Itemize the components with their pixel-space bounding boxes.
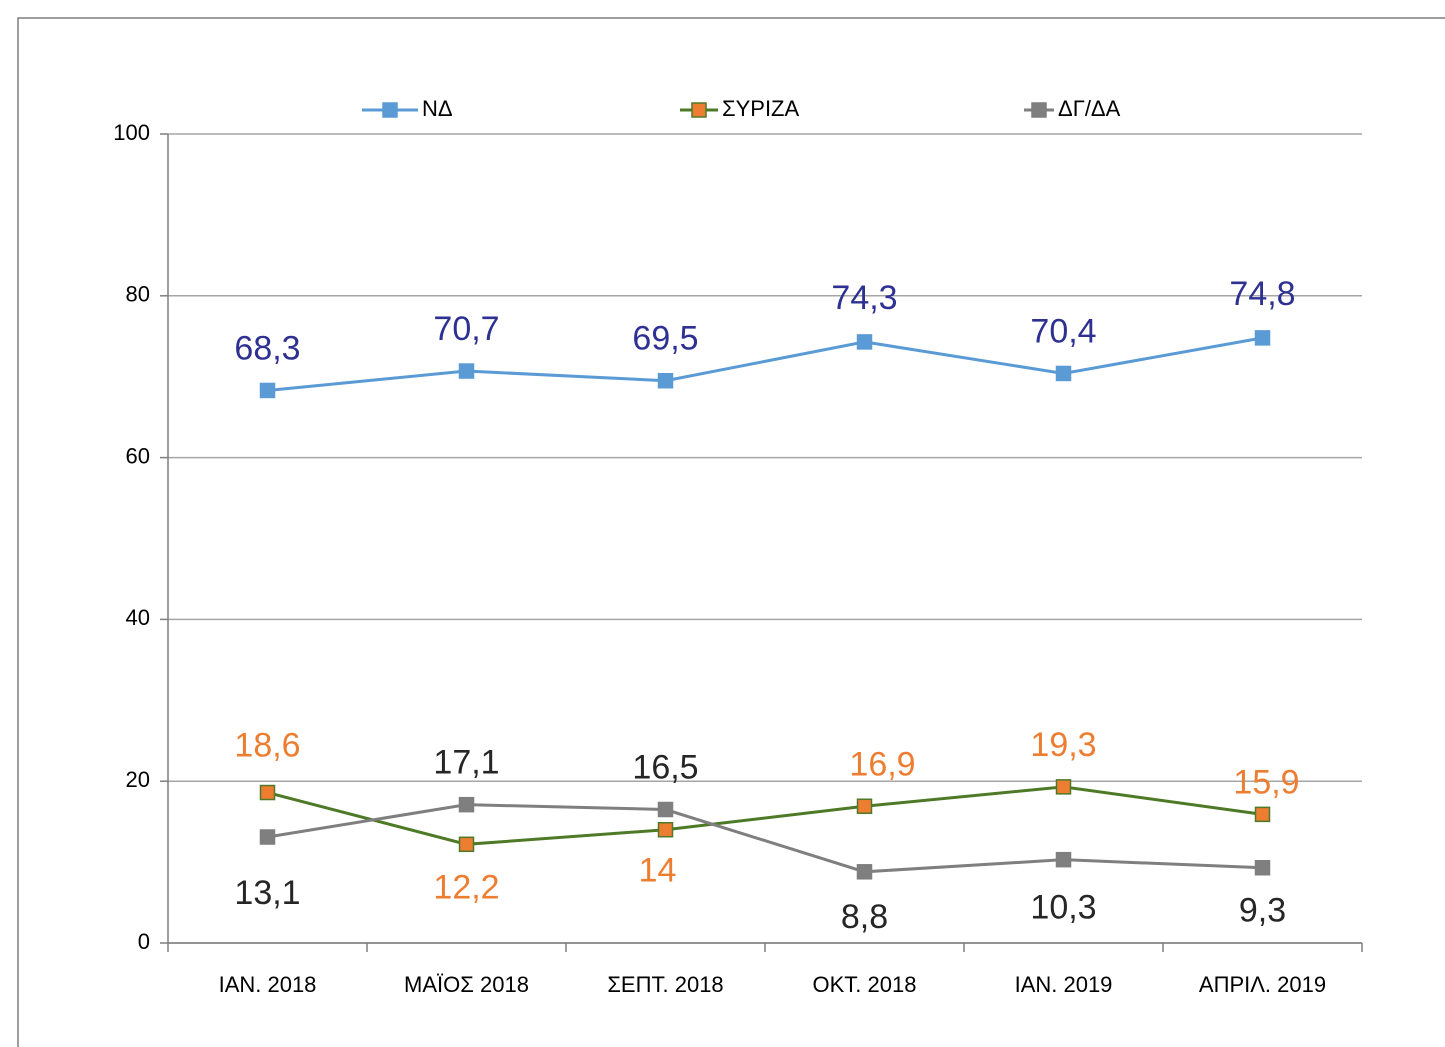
data-label: 70,4 [1030, 312, 1096, 350]
legend-label: ΔΓ/ΔΑ [1058, 96, 1121, 121]
data-label: 17,1 [433, 744, 499, 782]
y-tick-label: 60 [126, 443, 150, 468]
marker [1254, 330, 1271, 346]
series-line [267, 803, 1263, 874]
x-tick-label: ΜΑΪΟΣ 2018 [404, 972, 529, 997]
legend-label: ΝΔ [422, 96, 453, 121]
data-label: 15,9 [1233, 763, 1299, 801]
data-label: 18,6 [234, 727, 300, 765]
marker [856, 798, 873, 815]
marker [657, 372, 674, 389]
marker [1055, 851, 1072, 868]
marker [1055, 365, 1072, 382]
series-line [267, 336, 1263, 392]
y-tick-label: 40 [126, 605, 150, 630]
x-tick-label: ΑΠΡΙΛ. 2019 [1199, 972, 1326, 997]
x-tick-label: ΣΕΠΤ. 2018 [607, 972, 723, 997]
data-label: 14 [639, 852, 677, 890]
data-label: 16,5 [632, 748, 698, 786]
data-label: 70,7 [433, 310, 499, 348]
y-tick-label: 20 [126, 767, 150, 792]
data-label: 12,2 [433, 868, 499, 906]
x-tick-label: ΟΚΤ. 2018 [813, 972, 917, 997]
marker [1254, 860, 1271, 876]
data-label: 9,3 [1239, 892, 1286, 930]
data-label: 74,8 [1229, 275, 1295, 313]
y-tick-label: 0 [138, 929, 150, 954]
marker [259, 382, 276, 399]
data-label: 19,3 [1030, 726, 1096, 764]
data-label: 8,8 [841, 898, 888, 936]
marker [856, 864, 873, 880]
legend-marker [1031, 102, 1047, 118]
marker [259, 784, 276, 801]
legend-label: ΣΥΡΙΖΑ [722, 96, 799, 121]
data-label: 16,9 [849, 745, 915, 783]
data-label: 13,1 [234, 874, 300, 912]
marker [259, 829, 276, 845]
data-label: 69,5 [632, 320, 698, 358]
marker [1254, 806, 1271, 823]
marker [657, 821, 674, 838]
legend-marker [691, 102, 707, 118]
marker [458, 363, 475, 379]
legend-marker [382, 102, 398, 118]
series-line [267, 785, 1263, 846]
marker [657, 801, 674, 818]
x-tick-label: ΙΑΝ. 2018 [219, 972, 317, 997]
chart-frame [17, 17, 1445, 1047]
x-tick-label: ΙΑΝ. 2019 [1015, 972, 1113, 997]
marker [856, 334, 873, 350]
data-label: 10,3 [1030, 889, 1096, 927]
marker [1055, 779, 1072, 795]
y-tick-label: 100 [113, 120, 150, 145]
marker [458, 836, 475, 853]
marker [458, 796, 475, 813]
data-label: 74,3 [831, 279, 897, 317]
y-tick-label: 80 [126, 282, 150, 307]
data-label: 68,3 [234, 329, 300, 367]
